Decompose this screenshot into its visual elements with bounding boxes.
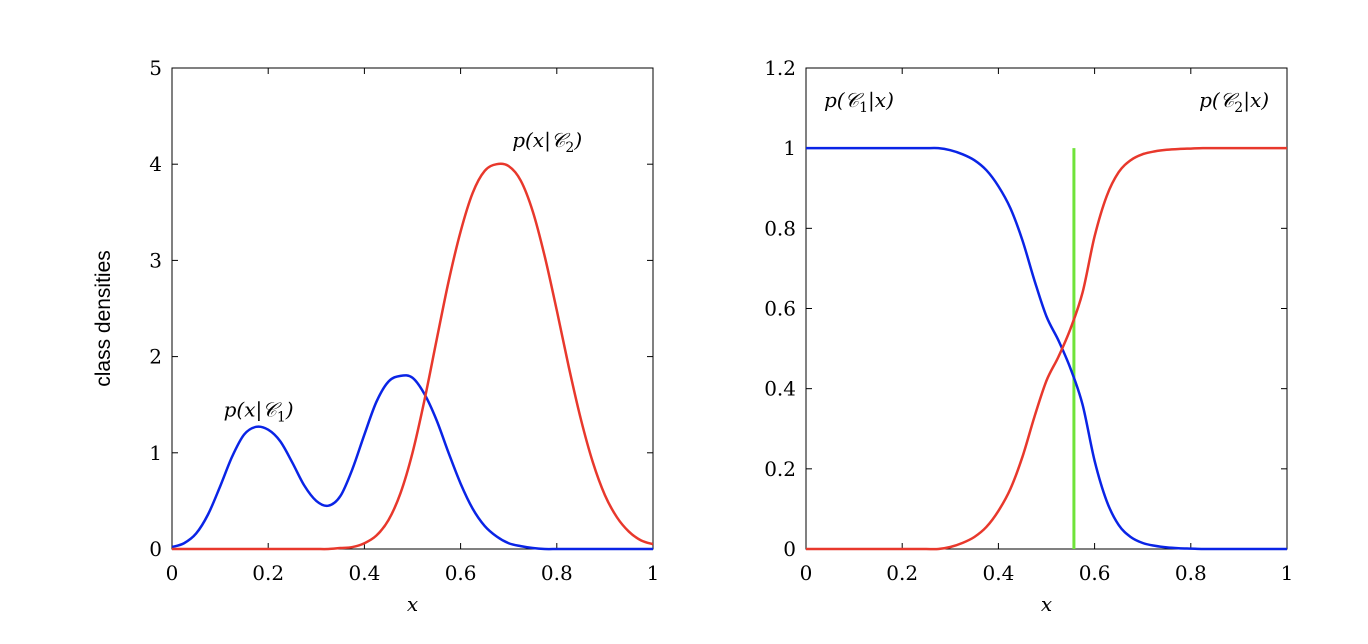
annotation-label: p(x|𝒞2) xyxy=(512,128,582,156)
x-tick-label: 1 xyxy=(647,561,660,585)
x-tick-label: 0.4 xyxy=(982,561,1014,585)
y-tick-label: 0 xyxy=(149,537,162,561)
plot-frame xyxy=(171,67,654,550)
right-chart-panel: 0 0.2 0.4 0.6 0.8 1 0 0.2 0.4 0.6 0.8 1 1.2 x p(𝒞1|x) p… xyxy=(764,56,1293,616)
x-tick-label: 0.8 xyxy=(541,561,573,585)
annotation-label: p(𝒞1|x) xyxy=(824,88,894,116)
annotation-label: p(x|𝒞1) xyxy=(224,398,294,426)
series-line-2 xyxy=(172,162,653,551)
y-tick-label: 0.6 xyxy=(764,297,796,321)
y-tick-label: 2 xyxy=(149,345,162,369)
x-tick-label: 0.4 xyxy=(348,561,380,585)
x-tick-label: 1 xyxy=(1281,561,1294,585)
x-tick-label: 0.2 xyxy=(886,561,918,585)
y-tick-label: 1.2 xyxy=(764,56,796,80)
y-tick-label: 1 xyxy=(783,136,796,160)
y-tick-label: 0.4 xyxy=(764,377,796,401)
y-tick-label: 4 xyxy=(149,152,162,176)
series-line-1 xyxy=(806,146,1287,551)
plot-frame xyxy=(805,67,1288,550)
series-line-2 xyxy=(806,146,1287,551)
y-tick-label: 1 xyxy=(149,441,162,465)
x-axis-title: x xyxy=(1041,592,1052,616)
x-tick-label: 0.6 xyxy=(445,561,477,585)
y-tick-label: 0.2 xyxy=(764,457,796,481)
x-tick-label: 0.2 xyxy=(252,561,284,585)
x-tick-label: 0 xyxy=(166,561,179,585)
x-tick-label: 0.6 xyxy=(1079,561,1111,585)
y-axis-title: class densities xyxy=(92,250,115,387)
y-tick-label: 0.8 xyxy=(764,216,796,240)
y-tick-label: 0 xyxy=(783,537,796,561)
x-tick-label: 0 xyxy=(800,561,813,585)
y-tick-label: 5 xyxy=(149,56,162,80)
y-tick-label: 3 xyxy=(149,248,162,272)
left-chart-panel: 0 0.2 0.4 0.6 0.8 1 0 1 2 3 4 5 x class densities p(x|… xyxy=(92,56,659,616)
x-tick-label: 0.8 xyxy=(1175,561,1207,585)
annotation-label: p(𝒞2|x) xyxy=(1199,88,1269,116)
series-line-1 xyxy=(172,374,653,551)
x-axis-title: x xyxy=(407,592,418,616)
